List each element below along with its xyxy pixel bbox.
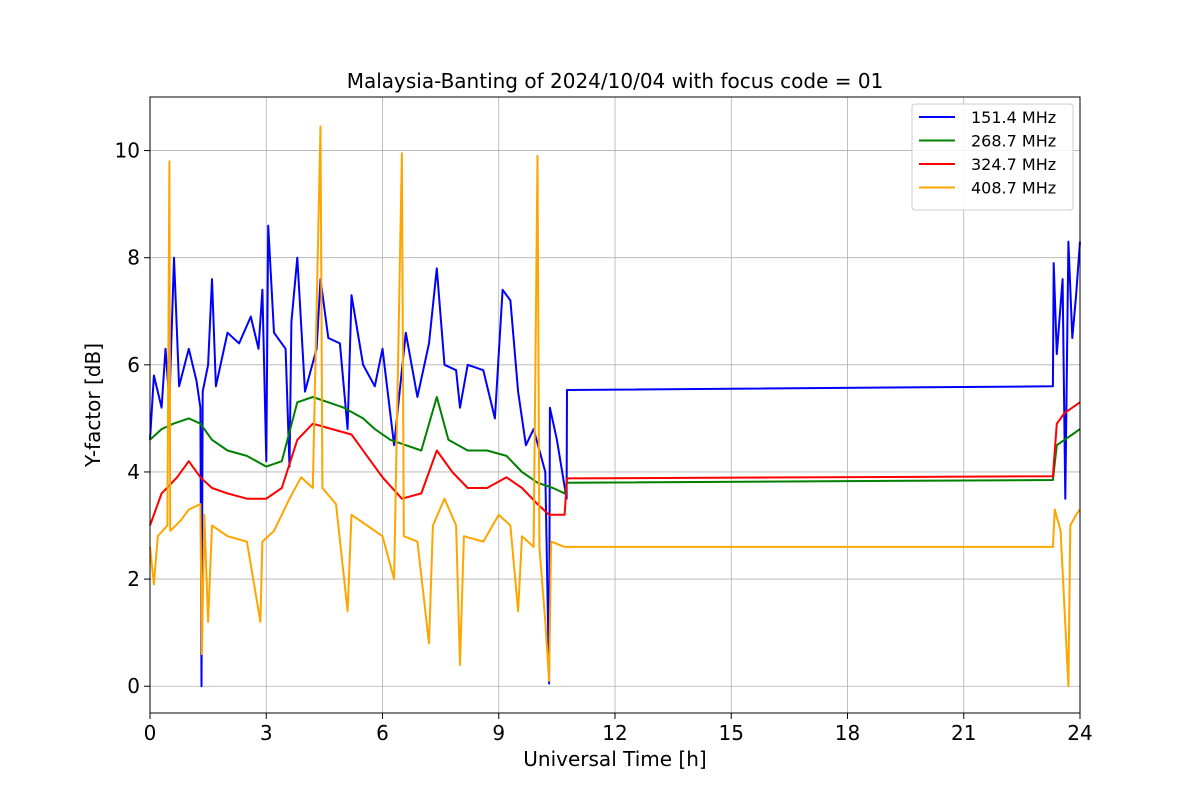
x-tick-label: 3 [260, 721, 273, 745]
x-tick-label: 24 [1067, 721, 1092, 745]
y-tick-label: 6 [127, 353, 140, 377]
legend-label: 408.7 MHz [971, 179, 1056, 198]
x-tick-label: 0 [144, 721, 157, 745]
y-tick-label: 2 [127, 567, 140, 591]
x-tick-label: 12 [602, 721, 627, 745]
x-tick-label: 21 [951, 721, 976, 745]
series-layer [149, 125, 1081, 688]
series-line [149, 125, 1081, 688]
x-tick-label: 6 [376, 721, 389, 745]
y-axis-label: Y-factor [dB] [81, 343, 105, 468]
legend-label: 151.4 MHz [971, 108, 1056, 127]
grid-layer [149, 97, 1081, 713]
legend-box [911, 103, 1074, 211]
x-axis-label: Universal Time [h] [523, 747, 706, 771]
y-tick-label: 10 [115, 139, 140, 163]
legend: 151.4 MHz 268.7 MHz 324.7 MHz 408.7 MHz [911, 103, 1074, 211]
legend-label: 324.7 MHz [971, 155, 1056, 174]
series-line [149, 401, 1081, 526]
chart-title: Malaysia-Banting of 2024/10/04 with focu… [347, 69, 884, 93]
series-line [149, 224, 1081, 688]
x-tick-label: 18 [835, 721, 860, 745]
x-tick-label: 15 [719, 721, 744, 745]
y-tick-label: 4 [127, 460, 140, 484]
y-tick-label: 0 [127, 674, 140, 698]
y-tick-label: 8 [127, 246, 140, 270]
x-tick-label: 9 [492, 721, 505, 745]
legend-label: 268.7 MHz [971, 132, 1056, 151]
